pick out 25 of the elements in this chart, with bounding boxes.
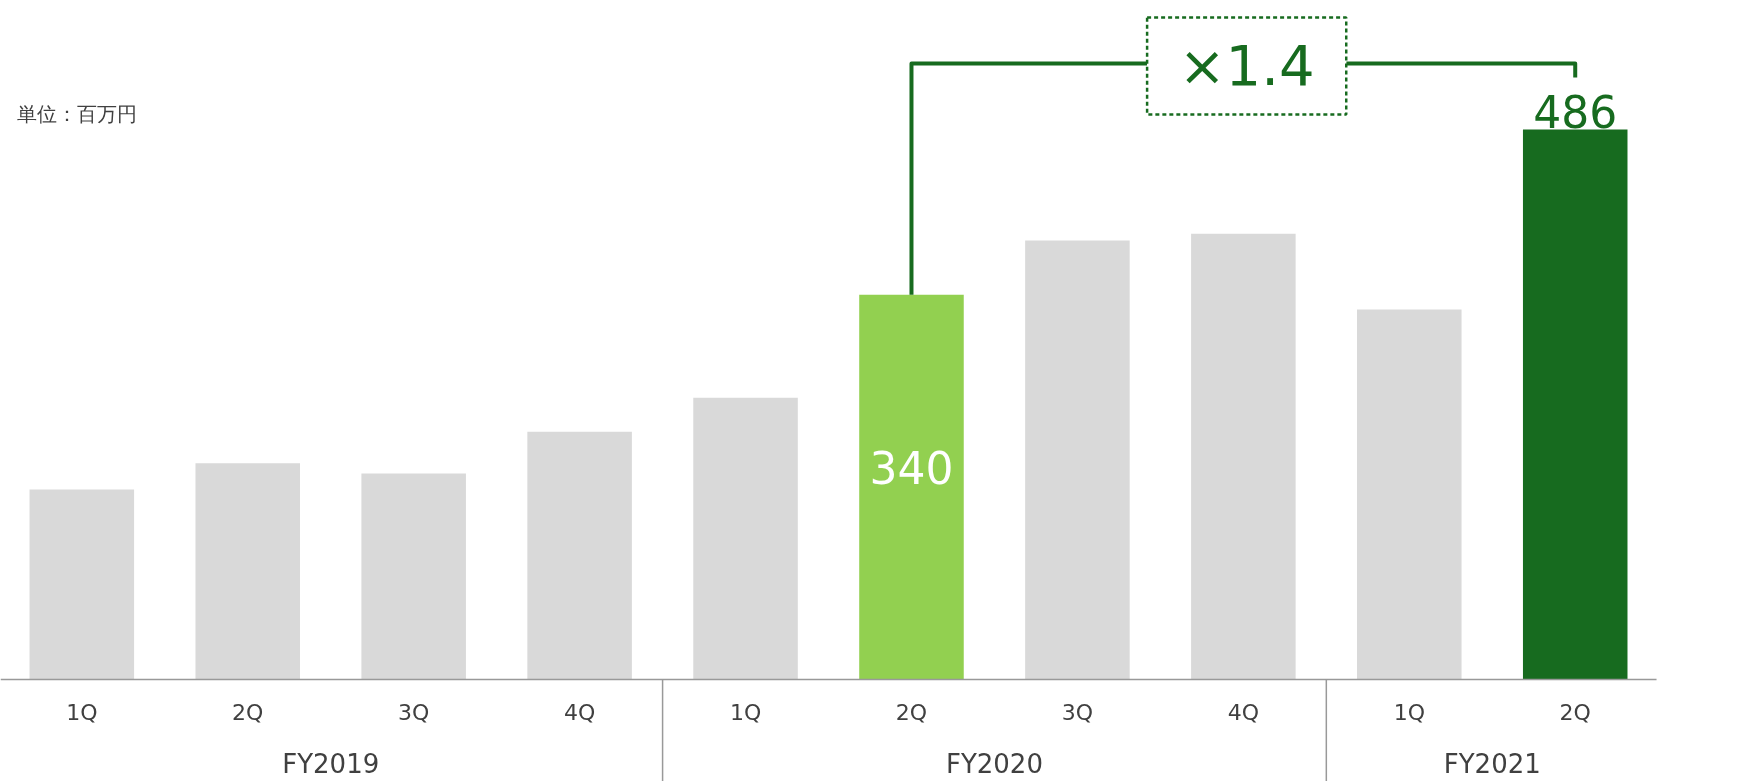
x-tick-label: 1Q: [1393, 700, 1425, 725]
bar: [1357, 309, 1462, 680]
x-tick-label: 3Q: [1061, 700, 1094, 725]
bar: [361, 473, 466, 680]
bar: [29, 489, 135, 680]
bar: [1522, 129, 1628, 680]
bar: [693, 397, 798, 680]
x-tick-label: 3Q: [398, 700, 430, 725]
data-label: 340: [869, 443, 954, 495]
bar: [195, 463, 301, 680]
text: ×1.4: [1178, 33, 1315, 98]
text: FY2019: [282, 748, 380, 779]
x-tick-label: 2Q: [895, 700, 928, 725]
x-tick-label: 2Q: [1559, 700, 1591, 725]
text: FY2021: [1443, 748, 1541, 779]
bar: [1191, 233, 1296, 680]
x-tick-label: 2Q: [232, 700, 264, 725]
data-label: 486: [1533, 86, 1618, 138]
text: FY2020: [945, 748, 1043, 779]
x-tick-label: 1Q: [66, 700, 98, 725]
x-tick-label: 1Q: [729, 700, 762, 725]
text: 単位：百万円: [17, 101, 138, 126]
x-tick-label: 4Q: [1227, 700, 1260, 725]
bar: [527, 431, 632, 680]
x-tick-label: 4Q: [563, 700, 596, 725]
